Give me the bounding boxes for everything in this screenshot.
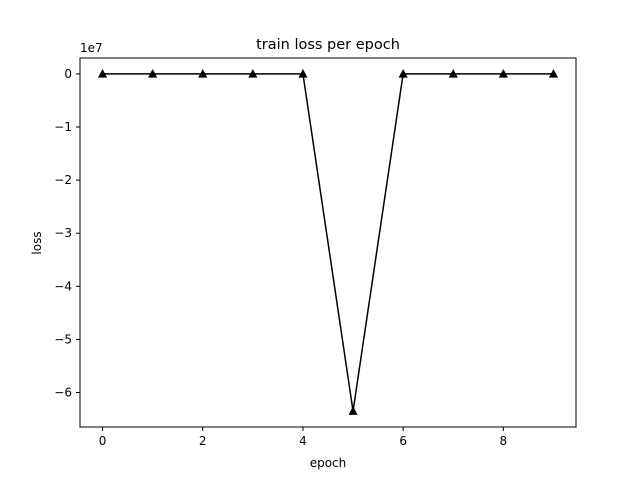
y-tick-label: −4	[54, 279, 72, 293]
y-tick-label: −2	[54, 173, 72, 187]
data-point-marker	[198, 68, 208, 78]
x-tick-label: 8	[500, 434, 508, 448]
x-tick-label: 2	[199, 434, 207, 448]
data-point-marker	[548, 68, 559, 78]
x-tick-label: 0	[99, 434, 107, 448]
y-tick-label: −3	[54, 226, 72, 240]
y-tick-label: −6	[54, 385, 72, 399]
data-point-marker	[398, 68, 408, 78]
y-offset-label: 1e7	[80, 41, 103, 55]
y-tick-label: −1	[54, 120, 72, 134]
x-axis-label: epoch	[310, 456, 347, 470]
series-line	[102, 73, 554, 412]
data-point-marker	[448, 68, 458, 78]
data-point-marker	[298, 68, 308, 78]
chart-title: train loss per epoch	[256, 37, 400, 53]
data-point-marker	[148, 68, 158, 78]
data-point-marker	[248, 68, 258, 78]
data-point-marker	[348, 406, 358, 415]
x-tick-label: 4	[299, 434, 307, 448]
data-point-marker	[498, 68, 508, 78]
axes-frame	[79, 57, 577, 428]
y-tick-label: −5	[54, 332, 72, 346]
y-tick-label: 0	[64, 67, 72, 81]
y-axis-label: loss	[30, 231, 44, 254]
data-point-marker	[97, 68, 108, 78]
x-tick-label: 6	[399, 434, 407, 448]
plot-area: 0 2 4 6 8 0 −1 −2 −3 −4 −5 −6	[54, 67, 559, 448]
